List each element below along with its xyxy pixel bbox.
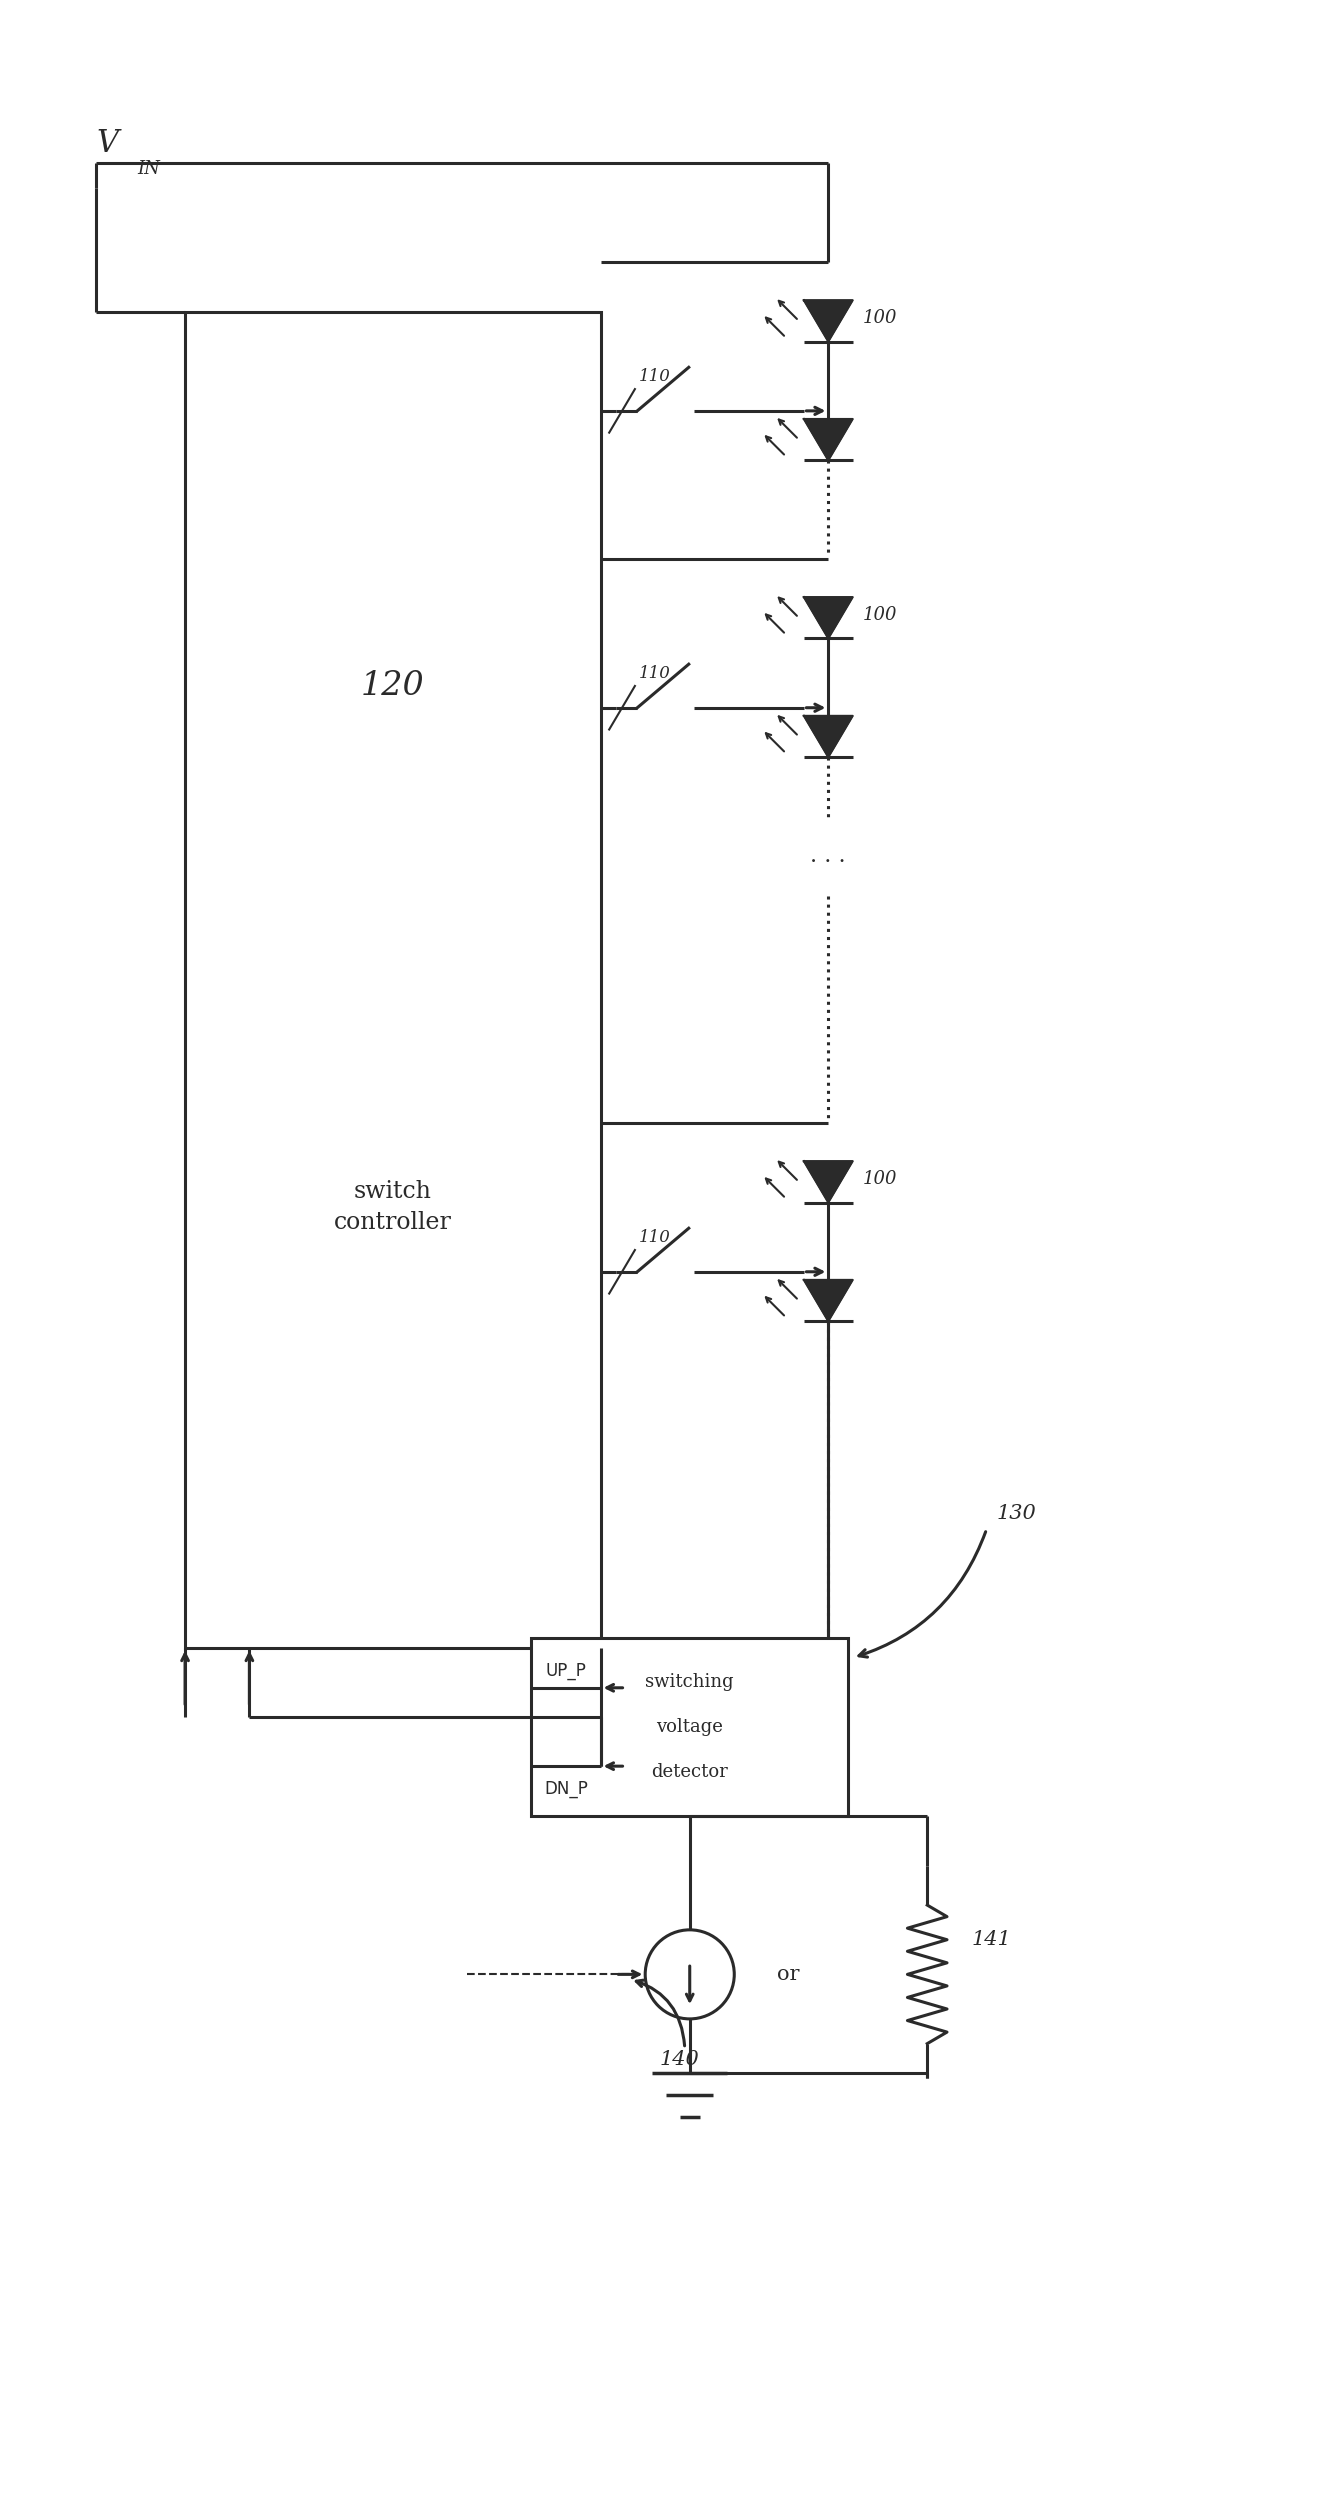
Text: IN: IN [137,160,161,178]
Polygon shape [803,1161,853,1203]
Polygon shape [803,300,853,343]
Polygon shape [803,418,853,460]
Text: 110: 110 [638,368,670,385]
Text: V: V [96,128,118,158]
Text: 100: 100 [863,605,898,623]
Text: DN_P: DN_P [544,1779,588,1799]
FancyBboxPatch shape [185,313,601,1649]
Text: 120: 120 [360,671,424,703]
Text: 130: 130 [996,1504,1036,1524]
Text: . . .: . . . [810,846,846,868]
Polygon shape [803,1281,853,1321]
Polygon shape [803,598,853,638]
Text: 110: 110 [638,1228,670,1246]
Text: 100: 100 [863,308,898,328]
Text: voltage: voltage [656,1719,724,1736]
Text: 110: 110 [638,666,670,683]
FancyBboxPatch shape [532,1639,849,1816]
Text: 140: 140 [660,2052,700,2069]
Text: UP_P: UP_P [545,1661,587,1681]
Text: 100: 100 [863,1171,898,1188]
Text: detector: detector [652,1761,728,1781]
Text: switch
controller: switch controller [334,1181,452,1233]
Text: switching: switching [645,1674,734,1691]
Text: 141: 141 [972,1929,1012,1949]
Text: or: or [778,1964,799,1984]
Polygon shape [803,716,853,758]
